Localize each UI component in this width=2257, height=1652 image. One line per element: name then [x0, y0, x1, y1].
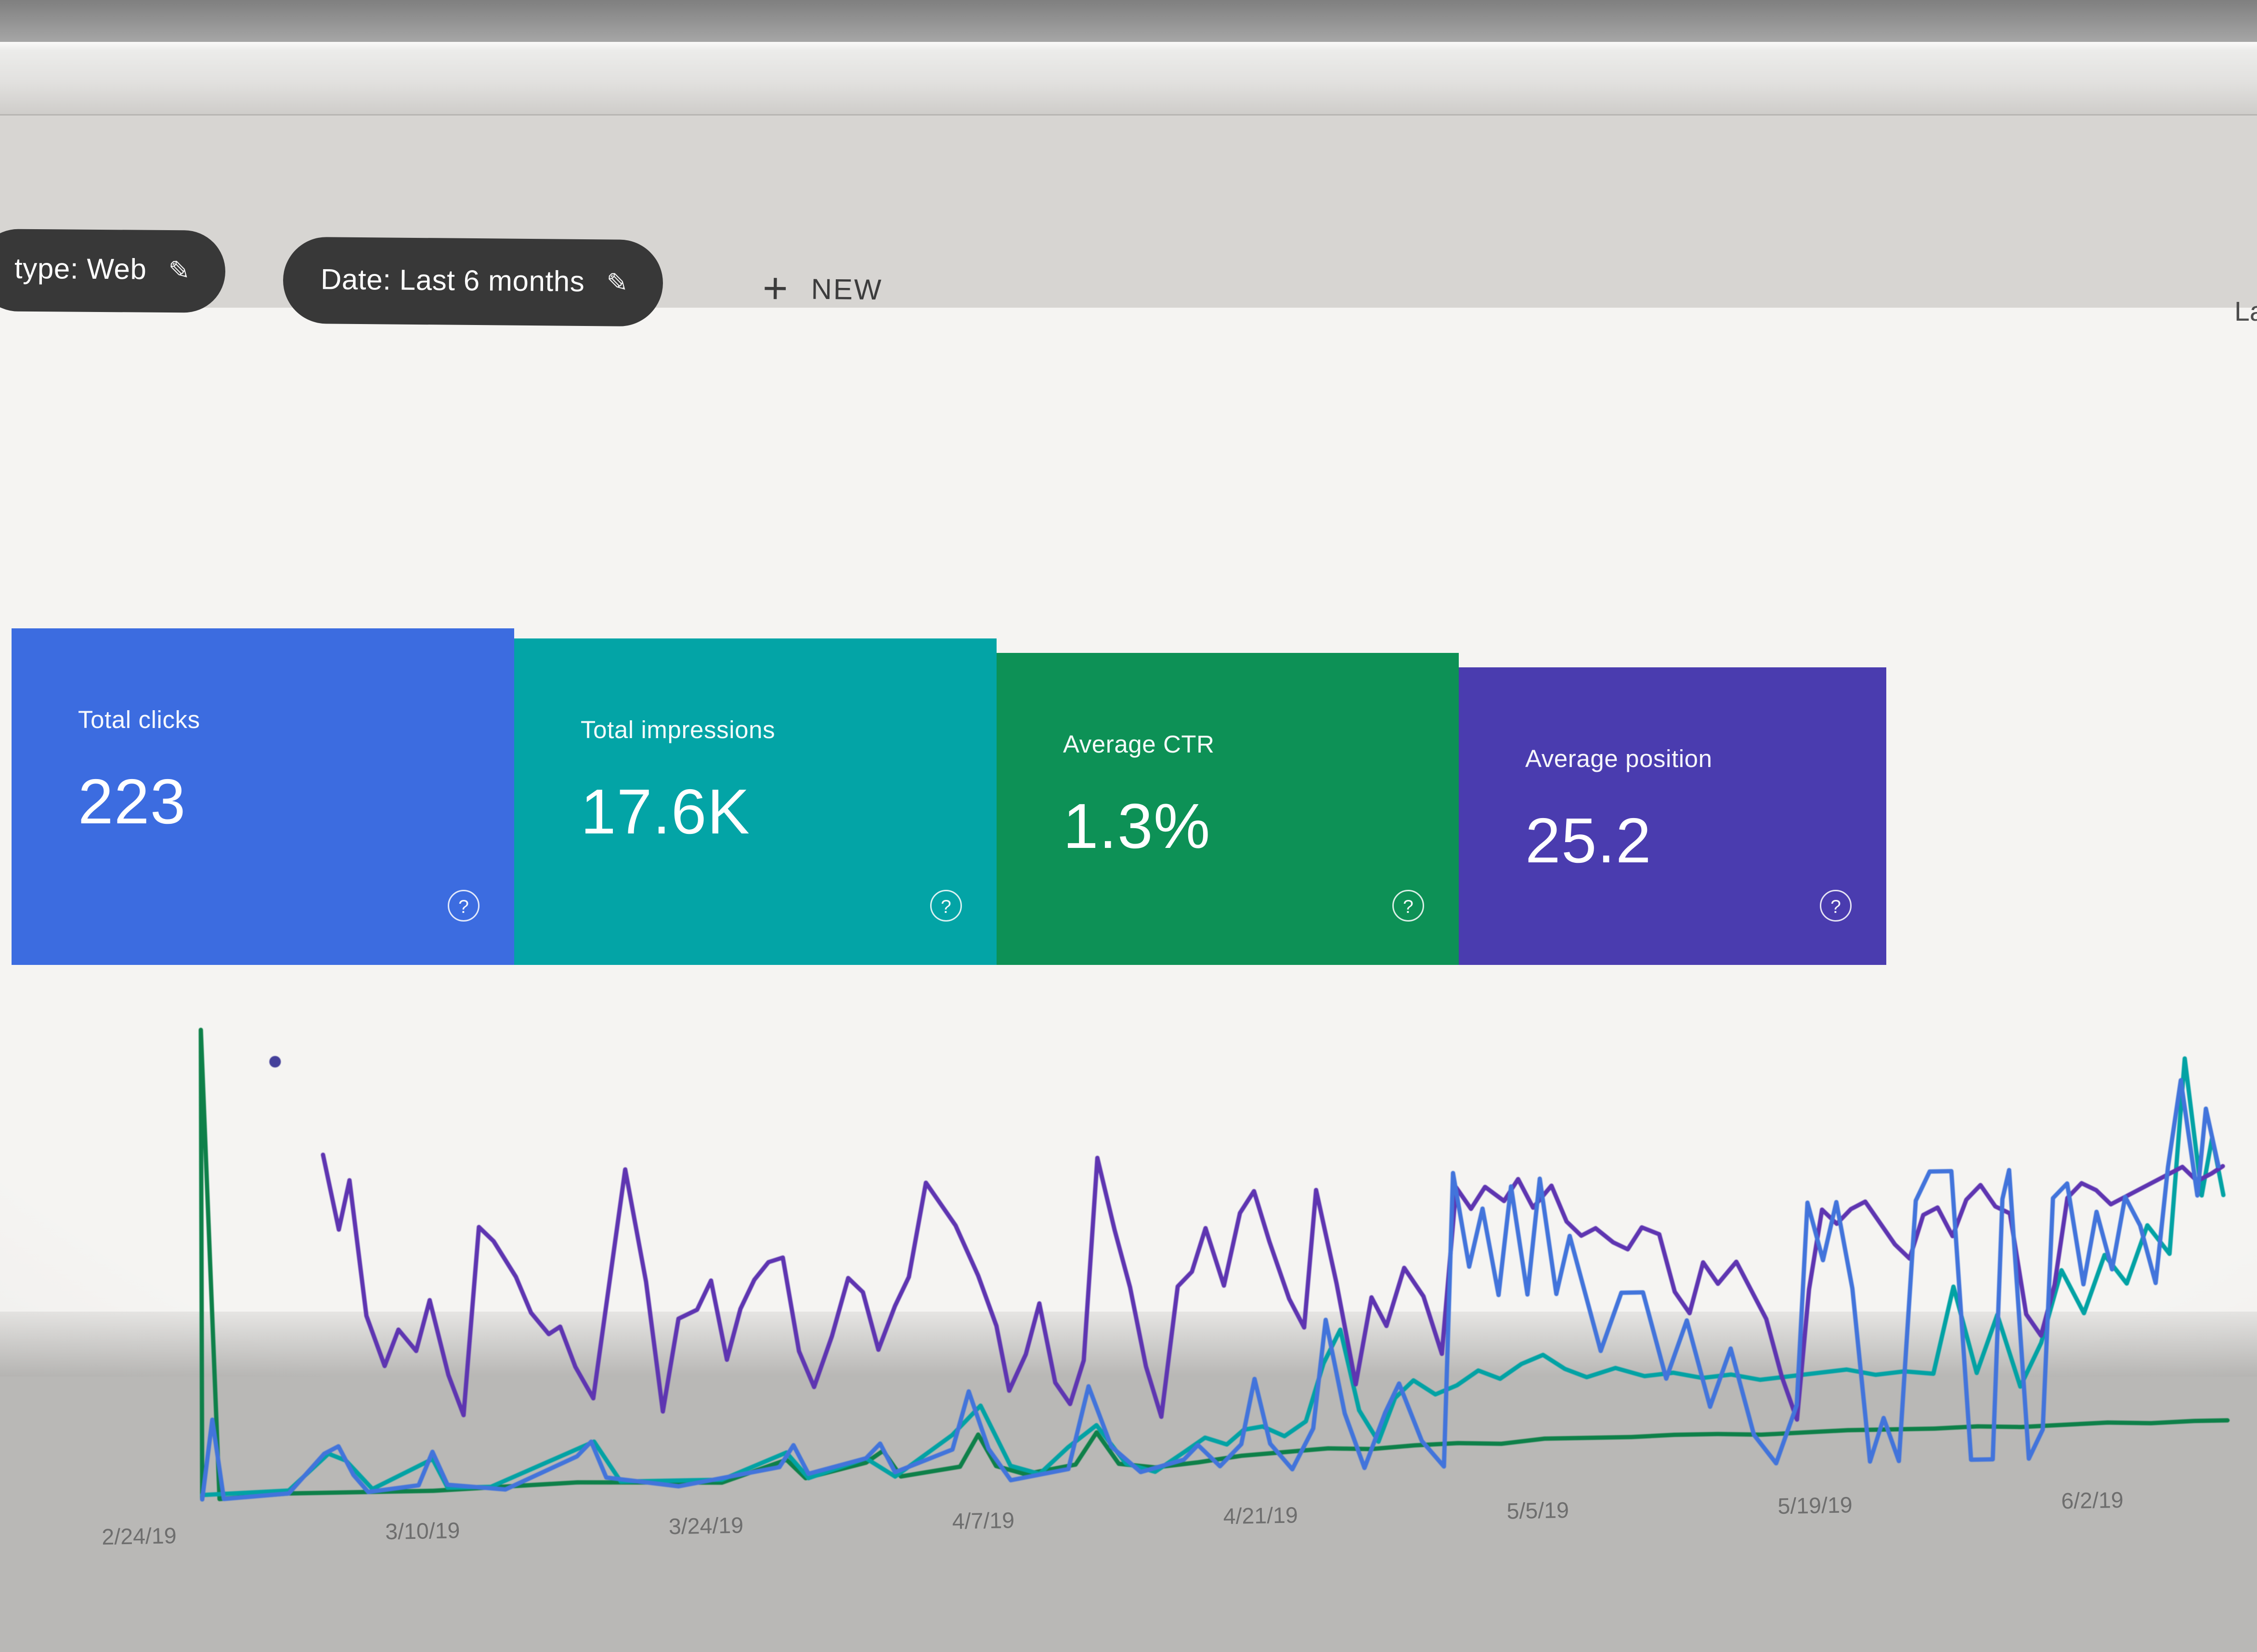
edit-pencil-icon[interactable]: ✎: [168, 256, 191, 286]
metric-value: 223: [78, 767, 186, 838]
metric-cards-row: Total clicks 223 ? Total impressions 17.…: [12, 628, 1886, 965]
x-axis-label: 3/10/19: [385, 1519, 460, 1546]
x-axis-label: 5/19/19: [1777, 1494, 1853, 1520]
metric-label: Total impressions: [581, 716, 776, 744]
help-icon[interactable]: ?: [448, 890, 480, 922]
x-axis-label: 4/21/19: [1223, 1504, 1298, 1530]
edit-pencil-icon[interactable]: ✎: [606, 267, 629, 297]
card-total-impressions[interactable]: Total impressions 17.6K ?: [514, 638, 997, 965]
metric-label: Total clicks: [78, 706, 200, 734]
metric-label: Average CTR: [1063, 731, 1215, 758]
filter-toolbar: type: Web ✎ Date: Last 6 months ✎ + NEW …: [0, 116, 2257, 328]
metric-value: 17.6K: [581, 777, 751, 848]
help-icon[interactable]: ?: [1392, 890, 1424, 922]
new-filter-label: NEW: [811, 273, 883, 306]
new-filter-button[interactable]: + NEW: [762, 258, 883, 323]
filter-chip-search-type[interactable]: type: Web ✎: [0, 229, 225, 313]
metric-value: 1.3%: [1063, 792, 1211, 862]
series-average-position: [321, 1152, 2225, 1422]
window-top-band: [0, 42, 2257, 116]
last-updated-text-partial: La: [2234, 298, 2257, 328]
performance-line-chart: [198, 1028, 2230, 1502]
card-average-ctr[interactable]: Average CTR 1.3% ?: [997, 653, 1459, 965]
help-icon[interactable]: ?: [1820, 890, 1852, 922]
plus-icon: +: [762, 265, 789, 313]
card-total-clicks[interactable]: Total clicks 223 ?: [12, 628, 514, 965]
performance-chart-area: 2/24/19 3/10/19 3/24/19 4/7/19 4/21/19 5/5/19…: [0, 931, 2257, 1652]
filter-chip-label: type: Web: [14, 253, 147, 286]
stray-data-point: [269, 1056, 281, 1068]
help-icon[interactable]: ?: [930, 890, 962, 922]
filter-chip-date-range[interactable]: Date: Last 6 months ✎: [283, 236, 664, 327]
metric-label: Average position: [1525, 745, 1712, 773]
metric-value: 25.2: [1525, 806, 1652, 877]
x-axis-label: 6/2/19: [2061, 1488, 2124, 1515]
series-clicks: [200, 1078, 2221, 1502]
x-axis-label: 5/5/19: [1506, 1498, 1570, 1525]
x-axis-label: 4/7/19: [952, 1509, 1015, 1535]
x-axis-label: 3/24/19: [668, 1514, 744, 1540]
monitor-top-edge: [0, 0, 2257, 42]
x-axis-label: 2/24/19: [101, 1524, 177, 1550]
search-console-performance-screen: type: Web ✎ Date: Last 6 months ✎ + NEW …: [0, 0, 2257, 1550]
filter-chip-label: Date: Last 6 months: [320, 263, 585, 298]
card-average-position[interactable]: Average position 25.2 ?: [1459, 667, 1886, 965]
report-content: Total clicks 223 ? Total impressions 17.…: [0, 308, 2257, 1550]
